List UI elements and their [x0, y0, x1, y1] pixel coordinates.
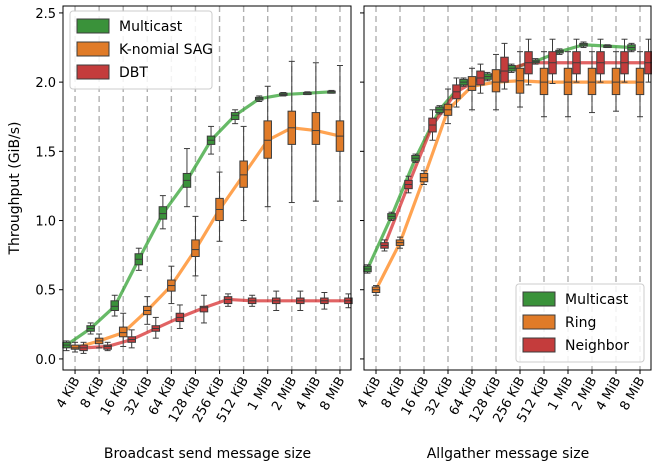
broadcast-legend-swatch: [76, 41, 110, 57]
broadcast-legend-label: DBT: [119, 65, 148, 81]
allgather-legend-swatch: [522, 314, 556, 330]
broadcast-box: [239, 160, 248, 188]
allgather-legend: Multicast Ring Neighbor: [515, 283, 645, 363]
y-tick-label: 2.5: [35, 7, 56, 22]
allgather-x-axis-label: Allgather message size: [427, 446, 590, 462]
y-tick-label: 1.5: [35, 145, 56, 160]
allgather-x-tick-label: 8 MiB: [617, 375, 648, 414]
allgather-legend-label: Ring: [565, 315, 596, 331]
allgather-box: [611, 67, 621, 96]
allgather-box: [491, 69, 501, 93]
y-tick-label: 0.0: [35, 353, 56, 368]
broadcast-box: [230, 112, 240, 120]
broadcast-box: [70, 344, 80, 350]
broadcast-box: [263, 120, 272, 159]
y-axis-label: Throughput (GiB/s): [7, 121, 23, 255]
y-tick-label: 1.0: [35, 215, 56, 230]
broadcast-box: [118, 326, 128, 338]
broadcast-legend-swatch: [76, 64, 110, 80]
broadcast-x-tick-label: 4 KiB: [54, 375, 84, 411]
allgather-box: [539, 67, 549, 96]
y-tick-label: 0.5: [35, 284, 56, 299]
broadcast-box: [110, 300, 119, 311]
broadcast-box: [158, 206, 168, 220]
broadcast-legend-label: Multicast: [119, 19, 183, 35]
allgather-box: [635, 67, 645, 96]
broadcast-box: [199, 305, 209, 313]
allgather-box: [500, 56, 509, 83]
allgather-legend-label: Neighbor: [565, 338, 629, 354]
allgather-series-line-ring: [374, 79, 640, 291]
broadcast-box: [311, 112, 321, 145]
allgather-box: [587, 67, 597, 96]
allgather-box: [563, 67, 573, 96]
broadcast-box: [191, 239, 200, 258]
broadcast-legend-swatch: [76, 18, 110, 34]
allgather-box: [467, 76, 477, 91]
broadcast-legend-label: K-nomial SAG: [119, 42, 213, 58]
broadcast-box: [103, 344, 112, 350]
allgather-legend-swatch: [522, 291, 556, 307]
allgather-axes-frame: [363, 5, 652, 371]
allgather-legend-swatch: [522, 337, 556, 353]
broadcast-x-axis-label: Broadcast send message size: [104, 446, 311, 462]
broadcast-axes-frame: [62, 5, 352, 371]
broadcast-x-tick-label: 8 MiB: [317, 375, 348, 414]
allgather-x-tick-label: 4 KiB: [355, 375, 385, 411]
y-tick-label: 2.0: [35, 76, 56, 91]
broadcast-legend: Multicast K-nomial SAG DBT: [69, 10, 213, 90]
allgather-legend-label: Multicast: [565, 292, 629, 308]
broadcast-box: [223, 296, 233, 305]
